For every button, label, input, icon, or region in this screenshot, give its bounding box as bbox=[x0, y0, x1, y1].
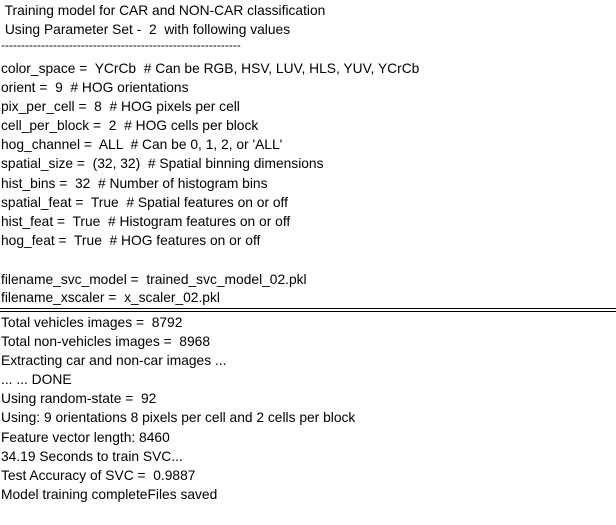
parameter-set-line: Using Parameter Set - 2 with following v… bbox=[1, 22, 291, 37]
output-done: ... ... DONE bbox=[1, 372, 72, 387]
file-svc-model: filename_svc_model = trained_svc_model_0… bbox=[1, 272, 307, 287]
param-spatial-feat: spatial_feat = True # Spatial features o… bbox=[1, 195, 288, 210]
double-divider bbox=[0, 308, 616, 312]
dashed-separator: ----------------------------------------… bbox=[1, 38, 241, 52]
output-extracting: Extracting car and non-car images ... bbox=[1, 353, 227, 368]
param-hog-feat: hog_feat = True # HOG features on or off bbox=[1, 233, 261, 248]
training-title: Training model for CAR and NON-CAR class… bbox=[1, 3, 326, 18]
param-hist-bins: hist_bins = 32 # Number of histogram bin… bbox=[1, 176, 268, 191]
output-total-non-vehicles: Total non-vehicles images = 8968 bbox=[1, 334, 210, 349]
param-spatial-size: spatial_size = (32, 32) # Spatial binnin… bbox=[1, 156, 324, 171]
param-color-space: color_space = YCrCb # Can be RGB, HSV, L… bbox=[1, 61, 420, 76]
output-feature-length: Feature vector length: 8460 bbox=[1, 430, 170, 445]
param-hist-feat: hist_feat = True # Histogram features on… bbox=[1, 214, 291, 229]
param-pix-per-cell: pix_per_cell = 8 # HOG pixels per cell bbox=[1, 99, 240, 114]
param-orient: orient = 9 # HOG orientations bbox=[1, 80, 189, 95]
file-xscaler: filename_xscaler = x_scaler_02.pkl bbox=[1, 290, 220, 305]
output-complete: Model training completeFiles saved bbox=[1, 487, 218, 502]
output-test-accuracy: Test Accuracy of SVC = 0.9887 bbox=[1, 468, 196, 483]
output-total-vehicles: Total vehicles images = 8792 bbox=[1, 315, 183, 330]
param-hog-channel: hog_channel = ALL # Can be 0, 1, 2, or '… bbox=[1, 137, 283, 152]
output-hog-summary: Using: 9 orientations 8 pixels per cell … bbox=[1, 410, 356, 425]
output-random-state: Using random-state = 92 bbox=[1, 391, 157, 406]
param-cell-per-block: cell_per_block = 2 # HOG cells per block bbox=[1, 118, 259, 133]
output-train-time: 34.19 Seconds to train SVC... bbox=[1, 449, 183, 464]
